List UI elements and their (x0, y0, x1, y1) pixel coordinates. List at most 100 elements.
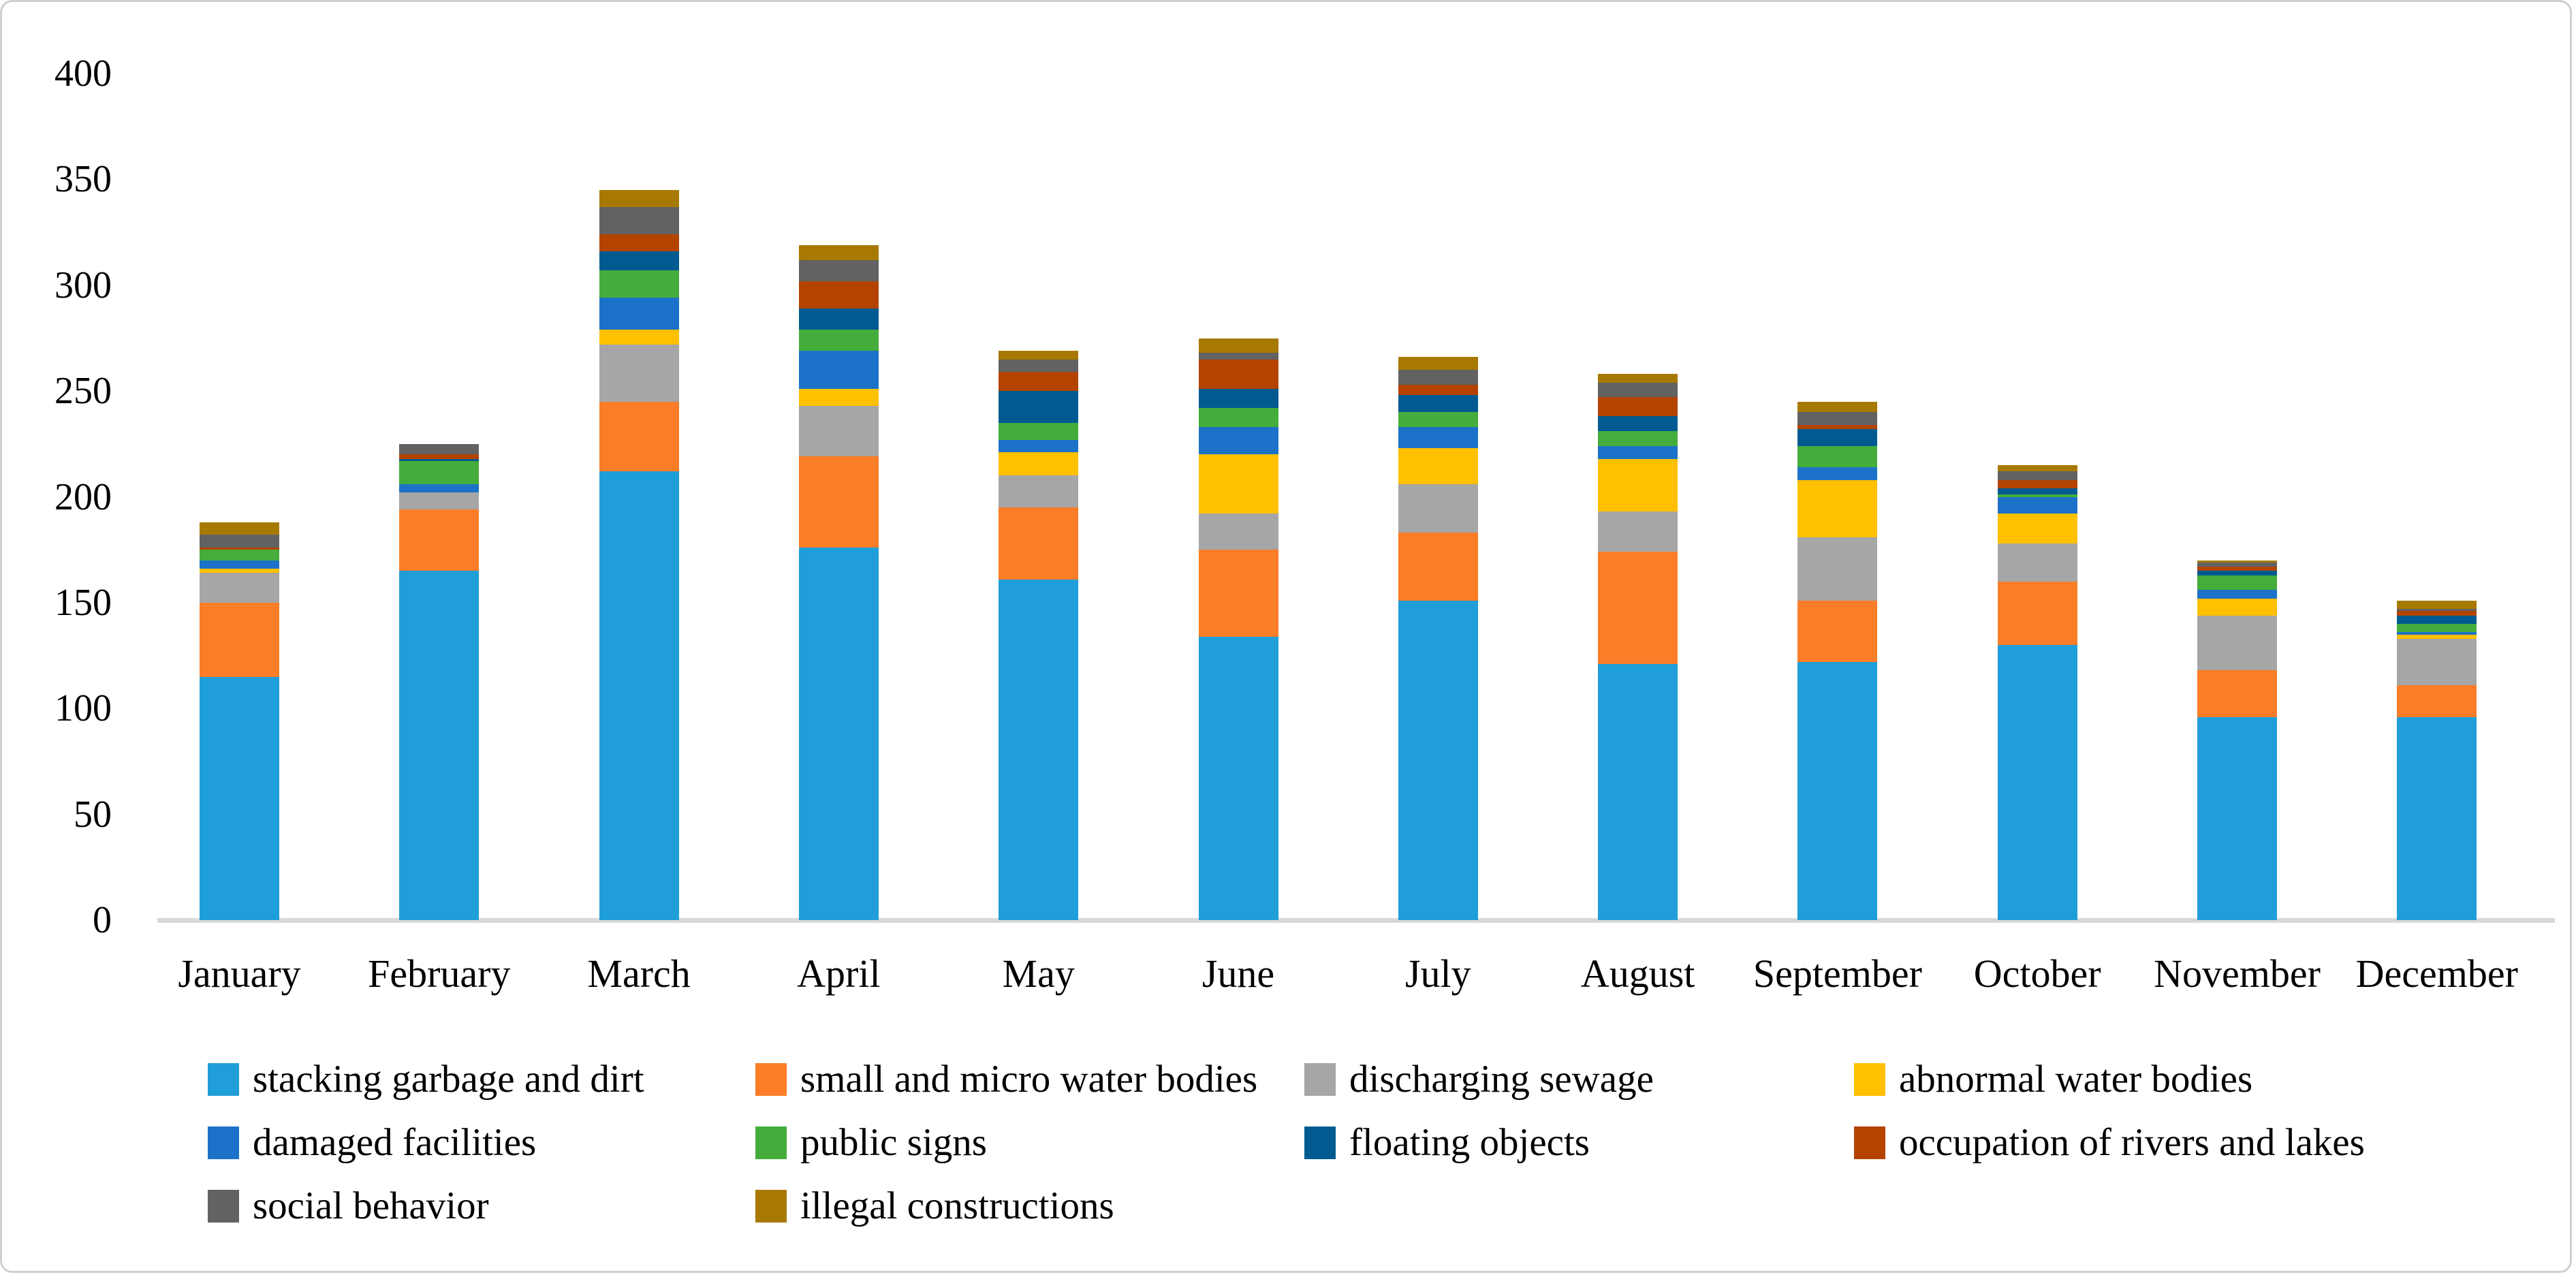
y-tick-label-50: 50 (74, 793, 112, 836)
bar-segment-september-abnormal-water-bodies (1797, 479, 1878, 537)
bar-segment-january-illegal-constructions (200, 522, 279, 535)
legend-swatch-abnormal-water-bodies (1854, 1063, 1885, 1096)
bar-segment-september-small-and-micro-water-bodies (1797, 600, 1878, 662)
bar-segment-march-public-signs (599, 270, 679, 298)
bar-segment-november-damaged-facilities (2197, 590, 2277, 599)
bar-segment-october-illegal-constructions (1997, 464, 2077, 472)
bar-segment-january-damaged-facilities (200, 560, 279, 569)
y-tick-label-400: 400 (54, 52, 112, 95)
x-tick-label-march: March (587, 951, 691, 996)
bar-segment-august-stacking-garbage-and-dirt (1598, 663, 1678, 920)
legend-swatch-damaged-facilities (208, 1126, 239, 1159)
legend-item-discharging-sewage: discharging sewage (1304, 1059, 1654, 1100)
legend-label-floating-objects: floating objects (1349, 1121, 1590, 1164)
bar-segment-july-damaged-facilities (1398, 426, 1478, 449)
x-tick-label-may: May (1002, 951, 1075, 996)
bar-segment-october-discharging-sewage (1997, 543, 2077, 582)
bar-segment-december-small-and-micro-water-bodies (2397, 685, 2477, 717)
bar-segment-may-occupation-of-rivers-and-lakes (999, 372, 1079, 392)
bar-segment-june-illegal-constructions (1198, 338, 1278, 353)
bar-segment-may-stacking-garbage-and-dirt (999, 579, 1079, 920)
bar-segment-april-small-and-micro-water-bodies (798, 456, 879, 548)
bar-segment-september-stacking-garbage-and-dirt (1797, 661, 1878, 920)
bar-segment-august-small-and-micro-water-bodies (1598, 552, 1678, 664)
bar-segment-june-damaged-facilities (1198, 427, 1278, 455)
bar-segment-january-discharging-sewage (200, 573, 279, 603)
bar-february (399, 443, 480, 920)
bar-segment-march-floating-objects (599, 251, 679, 271)
bar-segment-february-damaged-facilities (399, 484, 480, 493)
legend-label-discharging-sewage: discharging sewage (1349, 1058, 1654, 1101)
bar-segment-january-small-and-micro-water-bodies (200, 602, 279, 677)
bar-june (1198, 338, 1278, 920)
bar-segment-december-public-signs (2397, 623, 2477, 633)
bar-segment-february-occupation-of-rivers-and-lakes (399, 454, 480, 459)
bar-segment-april-discharging-sewage (798, 405, 879, 457)
bar-segment-january-stacking-garbage-and-dirt (200, 676, 279, 920)
bar-segment-august-abnormal-water-bodies (1598, 458, 1678, 512)
bar-segment-april-floating-objects (798, 308, 879, 330)
bar-segment-july-occupation-of-rivers-and-lakes (1398, 384, 1478, 396)
bar-segment-april-social-behavior (798, 259, 879, 281)
bar-segment-october-abnormal-water-bodies (1997, 514, 2077, 543)
bar-november (2197, 560, 2277, 920)
bar-segment-january-occupation-of-rivers-and-lakes (200, 548, 279, 550)
legend-swatch-social-behavior (208, 1190, 239, 1223)
legend-label-abnormal-water-bodies: abnormal water bodies (1899, 1058, 2253, 1101)
legend-label-occupation-of-rivers-and-lakes: occupation of rivers and lakes (1899, 1121, 2365, 1164)
bar-segment-july-stacking-garbage-and-dirt (1398, 600, 1478, 920)
bar-segment-december-floating-objects (2397, 615, 2477, 624)
bar-segment-june-abnormal-water-bodies (1198, 454, 1278, 514)
bar-segment-july-small-and-micro-water-bodies (1398, 533, 1478, 601)
bar-segment-october-stacking-garbage-and-dirt (1997, 645, 2077, 920)
bar-segment-may-illegal-constructions (999, 351, 1079, 360)
y-tick-label-250: 250 (54, 370, 112, 413)
x-tick-label-december: December (2355, 951, 2518, 996)
bar-segment-december-social-behavior (2397, 609, 2477, 612)
bar-segment-november-occupation-of-rivers-and-lakes (2197, 567, 2277, 571)
bar-segment-november-public-signs (2197, 575, 2277, 590)
bar-segment-august-damaged-facilities (1598, 445, 1678, 459)
bar-segment-october-public-signs (1997, 494, 2077, 497)
bar-segment-september-illegal-constructions (1797, 401, 1878, 413)
bar-segment-august-floating-objects (1598, 416, 1678, 432)
bar-segment-february-stacking-garbage-and-dirt (399, 571, 480, 920)
legend-item-damaged-facilities: damaged facilities (208, 1122, 536, 1163)
bar-segment-may-damaged-facilities (999, 439, 1079, 453)
y-tick-label-200: 200 (54, 475, 112, 518)
bar-segment-december-occupation-of-rivers-and-lakes (2397, 611, 2477, 616)
x-tick-label-february: February (368, 951, 511, 996)
bar-segment-july-abnormal-water-bodies (1398, 448, 1478, 484)
bar-segment-july-illegal-constructions (1398, 357, 1478, 371)
bar-segment-april-abnormal-water-bodies (798, 389, 879, 406)
legend-item-occupation-of-rivers-and-lakes: occupation of rivers and lakes (1854, 1122, 2365, 1163)
bar-april (798, 245, 879, 920)
bar-segment-march-discharging-sewage (599, 344, 679, 402)
legend-swatch-stacking-garbage-and-dirt (208, 1063, 239, 1096)
legend-item-floating-objects: floating objects (1304, 1122, 1590, 1163)
bar-segment-january-public-signs (200, 550, 279, 561)
bar-segment-november-discharging-sewage (2197, 615, 2277, 671)
bar-july (1398, 357, 1478, 920)
bar-segment-june-occupation-of-rivers-and-lakes (1198, 359, 1278, 390)
bar-segment-november-stacking-garbage-and-dirt (2197, 716, 2277, 920)
y-tick-label-300: 300 (54, 264, 112, 306)
legend-label-stacking-garbage-and-dirt: stacking garbage and dirt (253, 1058, 644, 1101)
legend-swatch-floating-objects (1304, 1126, 1336, 1159)
bar-segment-june-public-signs (1198, 408, 1278, 427)
x-tick-label-april: April (797, 951, 881, 996)
bar-segment-december-discharging-sewage (2397, 638, 2477, 686)
bar-segment-april-stacking-garbage-and-dirt (798, 548, 879, 920)
bar-segment-may-social-behavior (999, 359, 1079, 373)
bar-segment-june-floating-objects (1198, 389, 1278, 409)
bar-segment-september-occupation-of-rivers-and-lakes (1797, 424, 1878, 430)
bar-segment-june-discharging-sewage (1198, 514, 1278, 550)
bar-december (2397, 600, 2477, 920)
legend-label-social-behavior: social behavior (253, 1184, 489, 1227)
bar-segment-september-floating-objects (1797, 429, 1878, 446)
bar-segment-march-small-and-micro-water-bodies (599, 401, 679, 472)
bar-segment-may-small-and-micro-water-bodies (999, 507, 1079, 580)
bar-segment-october-damaged-facilities (1997, 496, 2077, 514)
